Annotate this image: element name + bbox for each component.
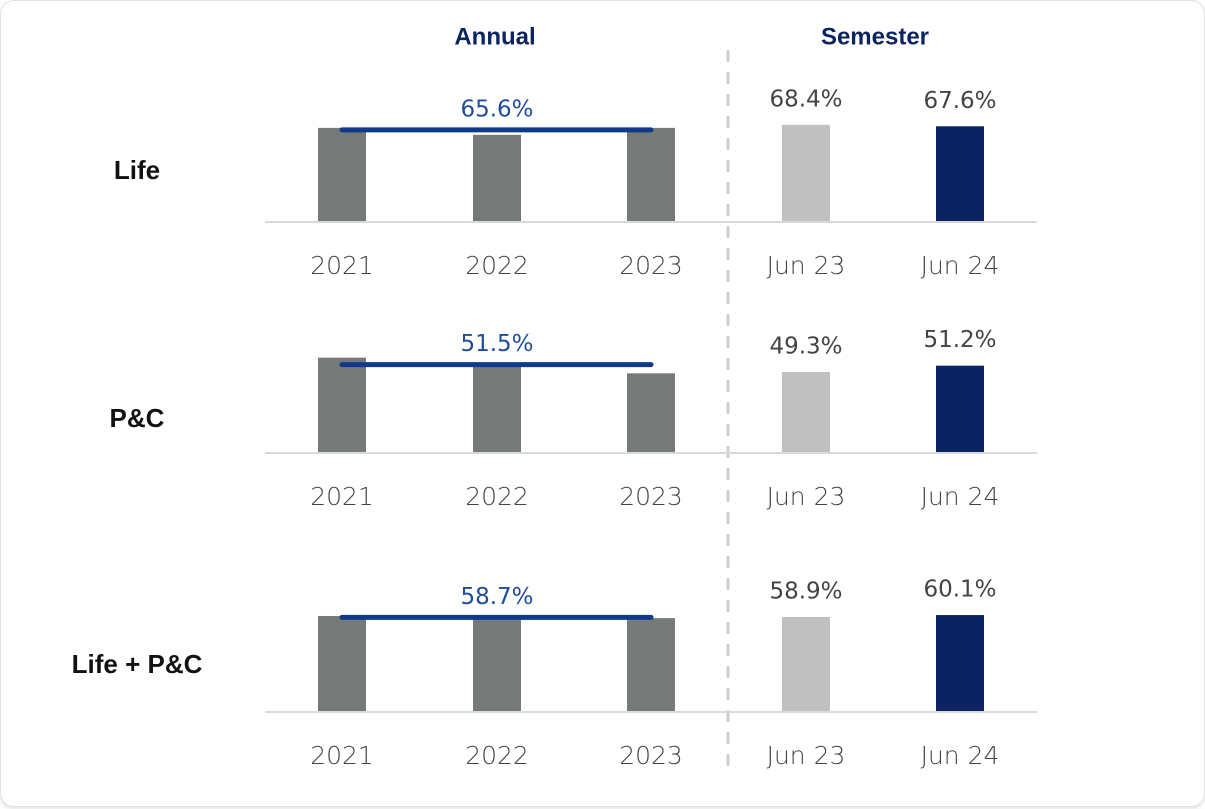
x-tick-label: 2021 — [310, 482, 374, 511]
value-label: 67.6% — [923, 88, 996, 114]
x-tick-label: 2022 — [465, 251, 529, 280]
x-tick-label: Jun 24 — [921, 741, 1000, 770]
bar — [473, 365, 521, 453]
bar — [627, 618, 675, 712]
row-label: P&C — [110, 403, 165, 433]
bar — [318, 127, 366, 222]
bar — [936, 365, 984, 453]
bar — [318, 616, 366, 712]
bar — [318, 357, 366, 453]
x-tick-label: Jun 23 — [767, 482, 846, 511]
bar — [782, 124, 830, 222]
bar — [627, 127, 675, 222]
x-tick-label: 2023 — [619, 482, 683, 511]
value-label: 68.4% — [769, 86, 842, 112]
average-label: 65.6% — [460, 96, 533, 122]
x-tick-label: Jun 24 — [921, 482, 1000, 511]
x-tick-label: 2023 — [619, 251, 683, 280]
row-label: Life + P&C — [72, 649, 203, 679]
value-label: 60.1% — [923, 577, 996, 603]
x-tick-label: 2022 — [465, 741, 529, 770]
bar — [627, 373, 675, 453]
x-tick-label: 2021 — [310, 741, 374, 770]
bar — [782, 372, 830, 453]
bar — [473, 134, 521, 222]
bar — [782, 617, 830, 712]
x-tick-label: 2021 — [310, 251, 374, 280]
average-label: 58.7% — [460, 584, 533, 610]
x-tick-label: Jun 23 — [767, 741, 846, 770]
column-header: Annual — [454, 23, 535, 50]
bar — [936, 615, 984, 712]
value-label: 49.3% — [769, 334, 842, 360]
value-label: 58.9% — [769, 579, 842, 605]
x-tick-label: 2023 — [619, 741, 683, 770]
row-label: Life — [114, 155, 160, 185]
value-label: 51.2% — [923, 327, 996, 353]
x-tick-label: Jun 23 — [767, 251, 846, 280]
x-tick-label: 2022 — [465, 482, 529, 511]
column-header: Semester — [821, 23, 929, 50]
x-tick-label: Jun 24 — [921, 251, 1000, 280]
average-label: 51.5% — [460, 331, 533, 357]
bar — [936, 126, 984, 222]
bar — [473, 617, 521, 712]
